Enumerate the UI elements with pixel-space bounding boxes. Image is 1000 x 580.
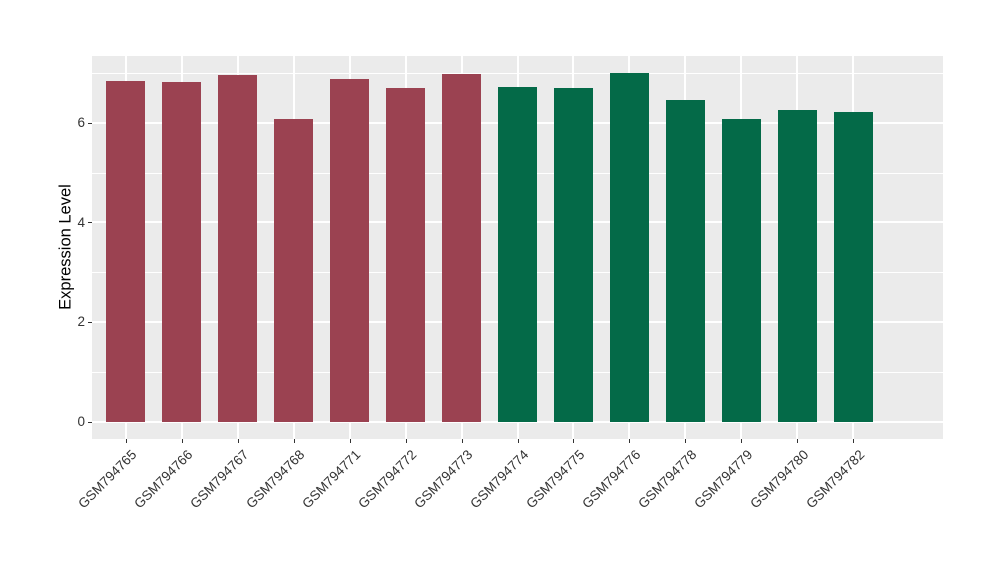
y-tick-mark xyxy=(88,421,92,423)
x-tick-mark xyxy=(797,439,799,443)
y-tick-label: 6 xyxy=(77,115,85,131)
x-tick-label-text: GSM794767 xyxy=(186,447,252,512)
y-axis-title: Expression Level xyxy=(56,184,75,310)
x-tick-label-text: GSM794765 xyxy=(74,447,140,512)
y-tick-mark xyxy=(88,122,92,124)
bar xyxy=(330,78,370,422)
bar xyxy=(553,88,593,422)
bar xyxy=(665,100,705,422)
x-tick-mark xyxy=(405,439,407,443)
bar xyxy=(721,118,761,422)
bar xyxy=(106,80,146,422)
bar xyxy=(218,75,258,422)
y-tick-label: 0 xyxy=(77,414,85,430)
x-tick-mark xyxy=(237,439,239,443)
x-tick-label-text: GSM794766 xyxy=(130,447,196,512)
bar xyxy=(609,73,649,422)
bar xyxy=(274,118,314,422)
bar xyxy=(162,81,202,422)
bar xyxy=(777,109,817,422)
x-tick-mark xyxy=(853,439,855,443)
x-tick-label-text: GSM794771 xyxy=(298,447,364,512)
bar xyxy=(386,87,426,422)
y-tick-label: 4 xyxy=(77,214,85,230)
bar xyxy=(498,87,537,422)
x-tick-mark xyxy=(125,439,127,443)
bar xyxy=(442,74,481,422)
x-tick-label-text: GSM794775 xyxy=(522,447,588,512)
x-tick-label-text: GSM794778 xyxy=(634,447,700,512)
x-tick-label-text: GSM794773 xyxy=(410,447,476,512)
x-tick-mark xyxy=(573,439,575,443)
x-tick-mark xyxy=(741,439,743,443)
y-tick-label: 2 xyxy=(77,314,85,330)
x-tick-label-text: GSM794782 xyxy=(802,447,868,512)
x-tick-mark xyxy=(461,439,463,443)
bar xyxy=(833,111,873,422)
x-tick-mark xyxy=(181,439,183,443)
y-tick-mark xyxy=(88,321,92,323)
x-tick-label-text: GSM794768 xyxy=(242,447,308,512)
x-tick-mark xyxy=(349,439,351,443)
x-tick-mark xyxy=(293,439,295,443)
x-tick-label-text: GSM794779 xyxy=(690,447,756,512)
x-tick-label-text: GSM794776 xyxy=(578,447,644,512)
x-tick-label-text: GSM794774 xyxy=(466,447,532,512)
x-tick-label-text: GSM794780 xyxy=(746,447,812,512)
x-tick-mark xyxy=(517,439,519,443)
x-tick-mark xyxy=(629,439,631,443)
x-tick-mark xyxy=(685,439,687,443)
x-tick-label-text: GSM794772 xyxy=(354,447,420,512)
y-tick-mark xyxy=(88,222,92,224)
plot-panel xyxy=(92,56,943,439)
